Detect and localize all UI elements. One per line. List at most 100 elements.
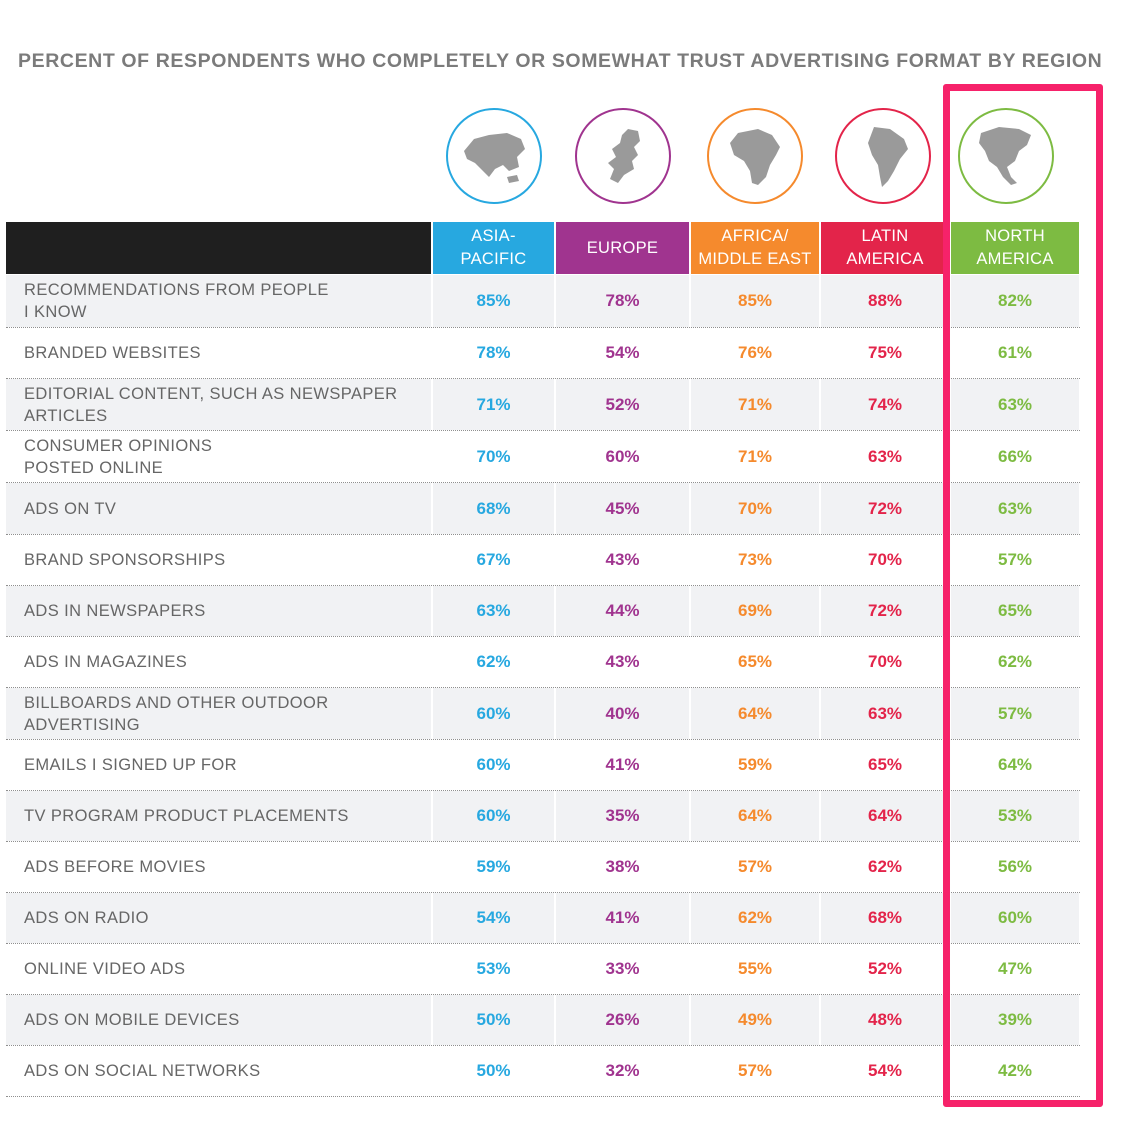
row-label: ADS ON TV bbox=[6, 483, 431, 534]
value-cell-africa-middle-east: 62% bbox=[691, 893, 819, 943]
value-cell-europe: 43% bbox=[605, 652, 640, 671]
table-row: ADS BEFORE MOVIES 59% 38% 57% 62% 56% bbox=[6, 842, 1080, 893]
value-cell-europe: 52% bbox=[556, 379, 689, 430]
column-gap bbox=[819, 483, 821, 534]
value-cell-africa-middle-east: 71% bbox=[737, 446, 773, 466]
column-gap bbox=[949, 275, 951, 327]
column-gap bbox=[554, 893, 556, 943]
column-gap bbox=[554, 535, 556, 585]
value-cell-asia-pacific: 67% bbox=[476, 550, 511, 569]
row-label: TV PROGRAM PRODUCT PLACEMENTS bbox=[6, 791, 431, 841]
value-cell-asia-pacific: 54% bbox=[433, 893, 554, 943]
asia-map-icon bbox=[446, 108, 542, 204]
column-gap bbox=[431, 535, 433, 585]
table-row: ADS ON RADIO 54% 41% 62% 68% 60% bbox=[6, 893, 1080, 944]
value-cell-africa-middle-east: 70% bbox=[691, 483, 819, 534]
region-header-asia-pacific: ASIA- PACIFIC bbox=[433, 222, 554, 274]
column-gap bbox=[689, 535, 691, 585]
column-gap bbox=[554, 740, 556, 790]
column-gap bbox=[689, 431, 691, 482]
north-america-highlight-box bbox=[943, 84, 1103, 1107]
region-header-label: LATIN AMERICA bbox=[846, 227, 924, 268]
value-cell-africa-middle-east: 64% bbox=[691, 791, 819, 841]
value-cell-asia-pacific: 60% bbox=[433, 791, 554, 841]
column-gap bbox=[689, 586, 691, 636]
table-row: EMAILS I SIGNED UP FOR 60% 41% 59% 65% 64% bbox=[6, 740, 1080, 791]
column-gap bbox=[554, 275, 556, 327]
value-cell-north-america: 39% bbox=[951, 995, 1079, 1045]
column-gap bbox=[949, 637, 951, 687]
column-gap bbox=[689, 688, 691, 739]
column-gap bbox=[949, 535, 951, 585]
column-gap bbox=[949, 328, 951, 378]
row-label: ADS IN MAGAZINES bbox=[24, 653, 188, 671]
row-label: RECOMMENDATIONS FROM PEOPLE I KNOW bbox=[6, 275, 431, 327]
column-gap bbox=[819, 740, 821, 790]
value-cell-latin-america: 70% bbox=[867, 550, 903, 569]
region-header-label: AFRICA/ MIDDLE EAST bbox=[698, 227, 812, 268]
column-gap bbox=[949, 842, 951, 892]
value-cell-north-america: 53% bbox=[951, 791, 1079, 841]
value-cell-asia-pacific: 50% bbox=[433, 995, 554, 1045]
column-gap bbox=[689, 791, 691, 841]
value-cell-africa-middle-east: 65% bbox=[737, 652, 773, 671]
value-cell-north-america: 66% bbox=[997, 446, 1033, 466]
value-cell-latin-america: 75% bbox=[867, 343, 903, 362]
column-gap bbox=[431, 842, 433, 892]
column-gap bbox=[689, 483, 691, 534]
column-gap bbox=[949, 893, 951, 943]
table-row: BRAND SPONSORSHIPS 67% 43% 73% 70% 57% bbox=[6, 535, 1080, 586]
value-cell-latin-america: 63% bbox=[867, 446, 903, 466]
column-gap bbox=[689, 944, 691, 994]
value-cell-africa-middle-east: 71% bbox=[691, 379, 819, 430]
region-header-label: EUROPE bbox=[586, 238, 659, 257]
column-gap bbox=[431, 893, 433, 943]
column-gap bbox=[949, 1046, 951, 1096]
column-gap bbox=[949, 431, 951, 482]
value-cell-latin-america: 88% bbox=[821, 275, 949, 327]
south-america-map-icon bbox=[835, 108, 931, 204]
value-cell-north-america: 62% bbox=[997, 652, 1033, 671]
column-gap bbox=[689, 995, 691, 1045]
value-cell-europe: 40% bbox=[556, 688, 689, 739]
column-gap bbox=[819, 688, 821, 739]
column-gap bbox=[554, 688, 556, 739]
column-gap bbox=[819, 431, 821, 482]
table-row: BRANDED WEBSITES 78% 54% 76% 75% 61% bbox=[6, 328, 1080, 379]
column-gap bbox=[689, 328, 691, 378]
row-label: BILLBOARDS AND OTHER OUTDOOR ADVERTISING bbox=[6, 688, 431, 739]
value-cell-asia-pacific: 62% bbox=[476, 652, 511, 671]
column-gap bbox=[819, 328, 821, 378]
value-cell-africa-middle-east: 85% bbox=[691, 275, 819, 327]
value-cell-latin-america: 63% bbox=[821, 688, 949, 739]
value-cell-asia-pacific: 71% bbox=[433, 379, 554, 430]
value-cell-latin-america: 64% bbox=[821, 791, 949, 841]
value-cell-europe: 43% bbox=[605, 550, 640, 569]
table-row: ADS IN NEWSPAPERS 63% 44% 69% 72% 65% bbox=[6, 586, 1080, 637]
column-gap bbox=[819, 586, 821, 636]
row-label: ONLINE VIDEO ADS bbox=[24, 960, 186, 978]
value-cell-europe: 41% bbox=[605, 755, 640, 774]
column-gap bbox=[689, 842, 691, 892]
column-gap bbox=[554, 791, 556, 841]
value-cell-north-america: 63% bbox=[951, 379, 1079, 430]
column-gap bbox=[431, 431, 433, 482]
column-gap bbox=[949, 688, 951, 739]
column-gap bbox=[949, 791, 951, 841]
value-cell-europe: 60% bbox=[605, 446, 640, 466]
column-gap bbox=[431, 791, 433, 841]
value-cell-asia-pacific: 53% bbox=[476, 959, 511, 978]
value-cell-asia-pacific: 60% bbox=[433, 688, 554, 739]
value-cell-asia-pacific: 68% bbox=[433, 483, 554, 534]
column-gap bbox=[689, 379, 691, 430]
table-row: BILLBOARDS AND OTHER OUTDOOR ADVERTISING… bbox=[6, 688, 1080, 740]
value-cell-europe: 33% bbox=[605, 959, 640, 978]
value-cell-africa-middle-east: 64% bbox=[691, 688, 819, 739]
value-cell-latin-america: 62% bbox=[867, 857, 903, 876]
column-gap bbox=[949, 944, 951, 994]
table-row: EDITORIAL CONTENT, SUCH AS NEWSPAPER ART… bbox=[6, 379, 1080, 431]
column-gap bbox=[554, 379, 556, 430]
region-header-latin-america: LATIN AMERICA bbox=[821, 222, 949, 274]
africa-map-icon bbox=[707, 108, 803, 204]
value-cell-africa-middle-east: 55% bbox=[737, 959, 773, 978]
